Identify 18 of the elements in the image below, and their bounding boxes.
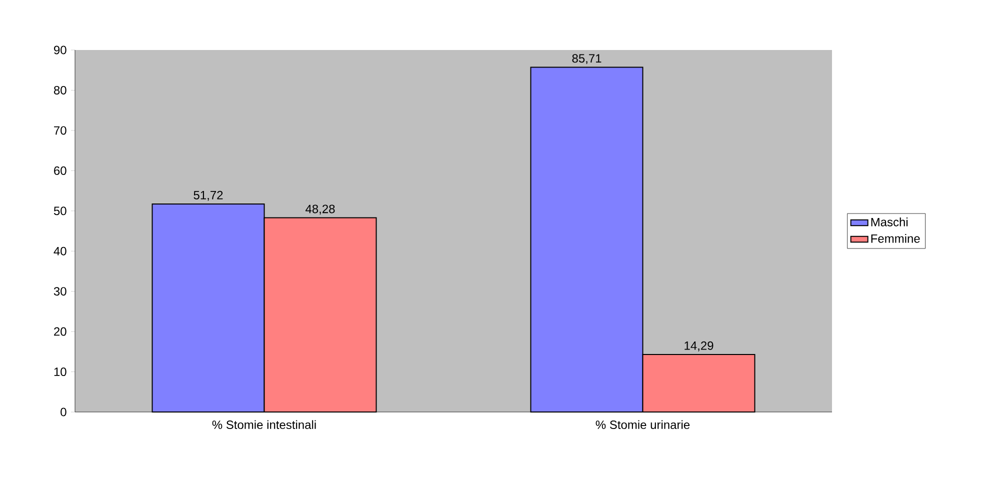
y-tick-label: 50 xyxy=(54,206,66,216)
x-tick-label: % Stomie urinarie xyxy=(596,420,690,430)
y-tick-label: 80 xyxy=(54,86,66,94)
y-tick-label: 0 xyxy=(60,408,66,416)
y-tick-label: 60 xyxy=(54,166,66,175)
y-tick-label: 20 xyxy=(54,327,66,336)
y-tick-label: 90 xyxy=(54,46,66,54)
data-label: 14,29 xyxy=(684,341,714,352)
y-tick-label: 30 xyxy=(54,287,66,296)
y-tick-label: 10 xyxy=(54,368,66,376)
legend-label: Maschi xyxy=(871,218,908,226)
x-tick-label: % Stomie intestinali xyxy=(212,420,316,430)
y-tick-label: 40 xyxy=(54,246,66,256)
data-label: 85,71 xyxy=(572,54,602,64)
data-label: 51,72 xyxy=(194,190,223,201)
y-tick-label: 70 xyxy=(54,126,66,135)
legend-label: Femmine xyxy=(871,234,920,243)
data-label: 48,28 xyxy=(306,204,335,215)
